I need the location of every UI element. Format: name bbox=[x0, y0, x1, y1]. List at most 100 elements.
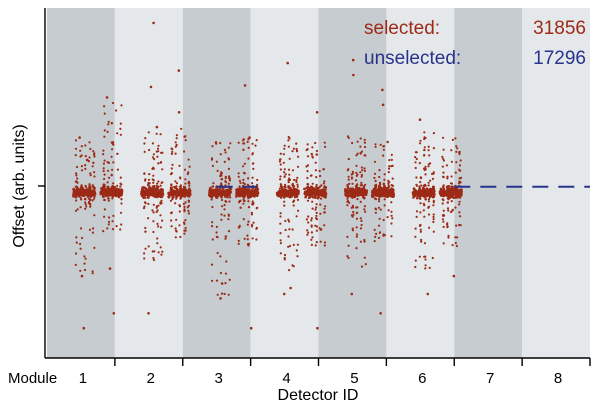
point bbox=[423, 193, 427, 197]
point bbox=[323, 207, 326, 210]
point bbox=[276, 191, 279, 195]
point bbox=[175, 218, 178, 221]
point bbox=[148, 187, 151, 190]
point bbox=[161, 194, 164, 197]
data-points bbox=[72, 21, 463, 330]
point bbox=[419, 190, 422, 193]
point bbox=[323, 189, 326, 192]
point bbox=[351, 192, 354, 195]
point bbox=[314, 161, 317, 164]
point bbox=[454, 190, 457, 193]
point bbox=[427, 165, 430, 168]
point bbox=[151, 209, 154, 212]
point bbox=[414, 227, 417, 230]
point bbox=[152, 211, 155, 214]
point bbox=[238, 185, 241, 188]
point bbox=[346, 183, 349, 186]
point bbox=[120, 188, 123, 191]
point bbox=[187, 212, 190, 215]
point bbox=[103, 105, 106, 108]
point bbox=[212, 185, 215, 188]
point bbox=[107, 188, 110, 191]
point bbox=[93, 187, 96, 191]
point bbox=[292, 185, 295, 188]
point bbox=[224, 237, 227, 240]
point bbox=[360, 181, 363, 184]
point bbox=[111, 168, 114, 171]
point bbox=[227, 182, 230, 185]
point bbox=[143, 150, 146, 153]
point bbox=[169, 199, 172, 202]
point bbox=[344, 188, 348, 191]
point bbox=[184, 226, 187, 230]
point bbox=[279, 163, 282, 166]
point bbox=[350, 206, 353, 209]
point bbox=[153, 184, 156, 188]
point bbox=[363, 167, 366, 170]
point bbox=[348, 201, 351, 204]
point bbox=[459, 159, 462, 162]
point bbox=[220, 184, 223, 187]
point bbox=[347, 178, 350, 181]
outlier-point bbox=[452, 274, 456, 278]
module-bands bbox=[47, 8, 590, 358]
point bbox=[224, 177, 227, 180]
point bbox=[169, 193, 173, 197]
outlier-point bbox=[108, 267, 112, 270]
point bbox=[243, 162, 246, 165]
point bbox=[142, 196, 145, 200]
point bbox=[314, 141, 317, 145]
point bbox=[178, 164, 181, 167]
outlier-point bbox=[289, 286, 292, 290]
point bbox=[442, 220, 445, 223]
point bbox=[423, 187, 426, 190]
point bbox=[75, 172, 78, 175]
point bbox=[387, 209, 390, 212]
point bbox=[455, 145, 458, 148]
point bbox=[431, 190, 435, 193]
point bbox=[419, 202, 422, 205]
point bbox=[80, 184, 83, 187]
point bbox=[363, 256, 366, 259]
point bbox=[392, 191, 395, 194]
point bbox=[152, 191, 155, 194]
point bbox=[220, 178, 223, 181]
point bbox=[414, 235, 417, 238]
point bbox=[155, 132, 158, 135]
point bbox=[315, 241, 318, 244]
point bbox=[314, 224, 317, 227]
point bbox=[379, 188, 382, 191]
point bbox=[251, 200, 254, 203]
point bbox=[174, 227, 177, 230]
outlier-point bbox=[350, 292, 354, 296]
point bbox=[293, 178, 296, 182]
point bbox=[254, 189, 257, 192]
point bbox=[375, 232, 378, 235]
point bbox=[111, 101, 115, 105]
point bbox=[144, 230, 147, 233]
point bbox=[84, 164, 87, 167]
point bbox=[319, 197, 323, 200]
point bbox=[451, 195, 454, 198]
outlier-point bbox=[220, 282, 224, 285]
point bbox=[414, 193, 418, 197]
point bbox=[74, 209, 78, 212]
point bbox=[318, 191, 321, 194]
point bbox=[315, 185, 318, 188]
point bbox=[216, 236, 219, 239]
point bbox=[296, 185, 299, 188]
point bbox=[278, 187, 281, 190]
point bbox=[157, 150, 160, 153]
point bbox=[279, 222, 282, 225]
point bbox=[111, 220, 114, 223]
point bbox=[210, 188, 213, 191]
point bbox=[442, 193, 445, 196]
point bbox=[106, 161, 109, 164]
point bbox=[388, 159, 391, 162]
point bbox=[140, 192, 143, 196]
point bbox=[106, 169, 110, 172]
point bbox=[374, 143, 377, 146]
point bbox=[421, 189, 425, 193]
point bbox=[307, 215, 310, 218]
